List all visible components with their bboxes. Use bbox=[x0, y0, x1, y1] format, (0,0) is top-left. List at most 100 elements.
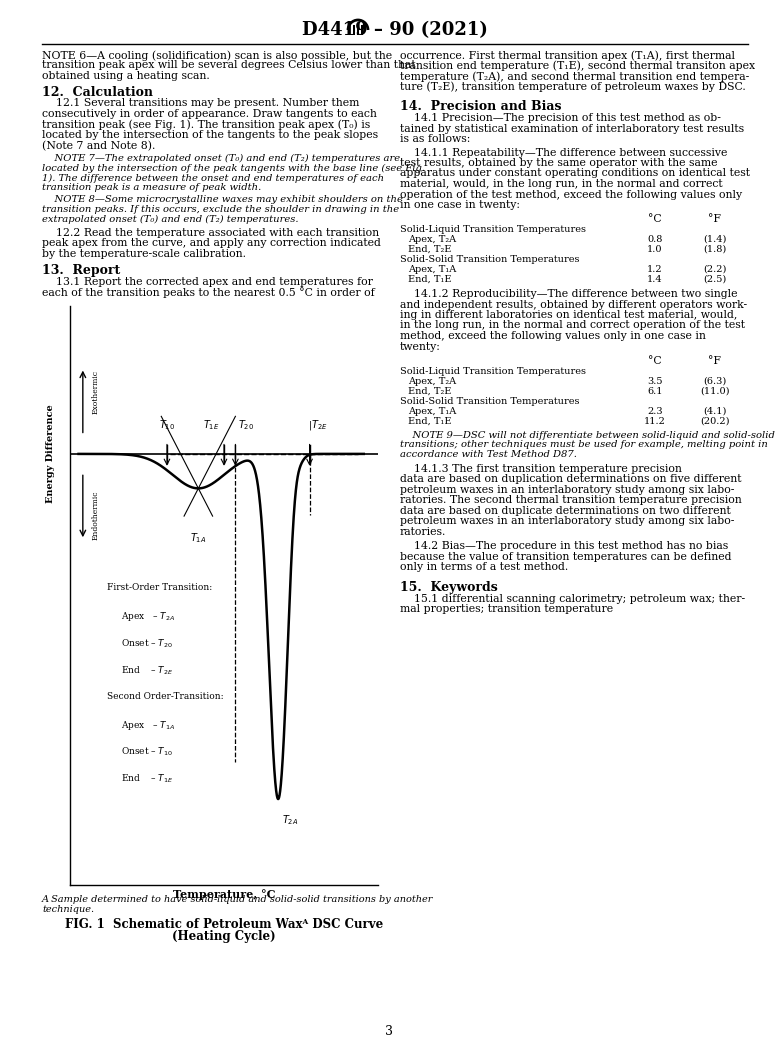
Text: 0.8: 0.8 bbox=[647, 235, 663, 244]
Text: $T_{10}$: $T_{10}$ bbox=[159, 417, 175, 432]
Text: End    – $T_{2E}$: End – $T_{2E}$ bbox=[121, 664, 173, 677]
Text: transition end temperature (T₁E), second thermal transiton apex: transition end temperature (T₁E), second… bbox=[400, 60, 755, 71]
Text: each of the transition peaks to the nearest 0.5 °C in order of: each of the transition peaks to the near… bbox=[42, 287, 375, 299]
Text: in one case in twenty:: in one case in twenty: bbox=[400, 200, 520, 210]
Text: Endothermic: Endothermic bbox=[91, 490, 100, 540]
Text: $T_{20}$: $T_{20}$ bbox=[238, 417, 254, 432]
Bar bbox=[352, 25, 356, 35]
Text: petroleum waxes in an interlaboratory study among six labo-: petroleum waxes in an interlaboratory st… bbox=[400, 516, 734, 527]
Text: and independent results, obtained by different operators work-: and independent results, obtained by dif… bbox=[400, 300, 747, 309]
Text: NOTE 9—DSC will not differentiate between solid-liquid and solid-solid: NOTE 9—DSC will not differentiate betwee… bbox=[400, 431, 775, 439]
Text: (Heating Cycle): (Heating Cycle) bbox=[172, 930, 276, 943]
Text: 1.4: 1.4 bbox=[647, 275, 663, 284]
Text: 14.1.1 Repeatability—The difference between successive: 14.1.1 Repeatability—The difference betw… bbox=[400, 148, 727, 157]
Text: 14.2 Bias—The procedure in this test method has no bias: 14.2 Bias—The procedure in this test met… bbox=[400, 541, 728, 552]
Text: °C: °C bbox=[648, 356, 662, 366]
Text: °C: °C bbox=[648, 214, 662, 225]
Text: End, T₂E: End, T₂E bbox=[408, 245, 451, 254]
Text: ing in different laboratories on identical test material, would,: ing in different laboratories on identic… bbox=[400, 310, 738, 320]
Text: twenty:: twenty: bbox=[400, 341, 441, 352]
Text: technique.: technique. bbox=[42, 905, 94, 914]
Text: Apex, T₂A: Apex, T₂A bbox=[408, 377, 456, 385]
X-axis label: Temperature, °C: Temperature, °C bbox=[173, 889, 275, 900]
Text: 12.  Calculation: 12. Calculation bbox=[42, 85, 153, 99]
Text: transitions; other techniques must be used for example, melting point in: transitions; other techniques must be us… bbox=[400, 440, 768, 450]
Text: in the long run, in the normal and correct operation of the test: in the long run, in the normal and corre… bbox=[400, 321, 745, 330]
Text: Second Order-Transition:: Second Order-Transition: bbox=[107, 691, 224, 701]
Text: 15.  Keywords: 15. Keywords bbox=[400, 581, 498, 594]
Text: 1). The difference between the onset and end temperatures of each: 1). The difference between the onset and… bbox=[42, 174, 384, 183]
Text: only in terms of a test method.: only in terms of a test method. bbox=[400, 562, 568, 573]
Text: Onset – $T_{10}$: Onset – $T_{10}$ bbox=[121, 745, 173, 758]
Text: (1.4): (1.4) bbox=[703, 235, 727, 244]
Text: |$T_{2E}$: |$T_{2E}$ bbox=[308, 417, 328, 432]
Text: °F: °F bbox=[709, 356, 721, 366]
Text: (20.2): (20.2) bbox=[700, 416, 730, 426]
Text: 14.1.3 The first transition temperature precision: 14.1.3 The first transition temperature … bbox=[400, 464, 682, 474]
Text: First-Order Transition:: First-Order Transition: bbox=[107, 583, 212, 592]
Text: located by the intersection of the peak tangents with the base line (see Fig.: located by the intersection of the peak … bbox=[42, 163, 425, 173]
Text: by the temperature-scale calibration.: by the temperature-scale calibration. bbox=[42, 249, 246, 258]
Text: 14.  Precision and Bias: 14. Precision and Bias bbox=[400, 100, 562, 113]
Text: 3: 3 bbox=[385, 1025, 393, 1038]
Text: (2.2): (2.2) bbox=[703, 265, 727, 274]
Text: operation of the test method, exceed the following values only: operation of the test method, exceed the… bbox=[400, 189, 742, 200]
Text: located by the intersection of the tangents to the peak slopes: located by the intersection of the tange… bbox=[42, 130, 378, 139]
Text: test results, obtained by the same operator with the same: test results, obtained by the same opera… bbox=[400, 158, 717, 168]
Text: (11.0): (11.0) bbox=[700, 386, 730, 396]
Text: obtained using a heating scan.: obtained using a heating scan. bbox=[42, 71, 210, 81]
Text: Apex, T₁A: Apex, T₁A bbox=[408, 265, 456, 274]
Text: Exothermic: Exothermic bbox=[91, 371, 100, 414]
Text: $T_{1E}$: $T_{1E}$ bbox=[203, 417, 219, 432]
Text: (1.8): (1.8) bbox=[703, 245, 727, 254]
Text: is as follows:: is as follows: bbox=[400, 134, 471, 144]
Text: ratories.: ratories. bbox=[400, 527, 447, 537]
Text: Energy Difference: Energy Difference bbox=[46, 405, 54, 503]
Bar bbox=[357, 25, 359, 35]
Text: 1.2: 1.2 bbox=[647, 265, 663, 274]
Text: A Sample determined to have solid-liquid and solid-solid transitions by another: A Sample determined to have solid-liquid… bbox=[42, 895, 433, 904]
Text: Solid-Solid Transition Temperatures: Solid-Solid Transition Temperatures bbox=[400, 397, 580, 406]
Text: method, exceed the following values only in one case in: method, exceed the following values only… bbox=[400, 331, 706, 341]
Text: 15.1 differential scanning calorimetry; petroleum wax; ther-: 15.1 differential scanning calorimetry; … bbox=[400, 594, 745, 604]
Text: extrapolated onset (T₀) and end (T₂) temperatures.: extrapolated onset (T₀) and end (T₂) tem… bbox=[42, 214, 299, 224]
Text: 12.1 Several transitions may be present. Number them: 12.1 Several transitions may be present.… bbox=[42, 99, 359, 108]
Text: transition peaks. If this occurs, exclude the shoulder in drawing in the: transition peaks. If this occurs, exclud… bbox=[42, 205, 399, 214]
Text: 13.  Report: 13. Report bbox=[42, 264, 121, 277]
Text: apparatus under constant operating conditions on identical test: apparatus under constant operating condi… bbox=[400, 169, 750, 178]
Bar bbox=[361, 25, 363, 35]
Text: End, T₁E: End, T₁E bbox=[408, 416, 451, 426]
Text: $T_{2A}$: $T_{2A}$ bbox=[282, 814, 299, 828]
Text: mal properties; transition temperature: mal properties; transition temperature bbox=[400, 605, 613, 614]
Text: transition peak is a measure of peak width.: transition peak is a measure of peak wid… bbox=[42, 183, 261, 193]
Text: 14.1 Precision—The precision of this test method as ob-: 14.1 Precision—The precision of this tes… bbox=[400, 113, 721, 123]
Text: Onset – $T_{20}$: Onset – $T_{20}$ bbox=[121, 637, 173, 650]
Text: End, T₂E: End, T₂E bbox=[408, 386, 451, 396]
Text: temperature (T₂A), and second thermal transition end tempera-: temperature (T₂A), and second thermal tr… bbox=[400, 71, 749, 81]
Text: Solid-Liquid Transition Temperatures: Solid-Liquid Transition Temperatures bbox=[400, 225, 586, 234]
Text: occurrence. First thermal transition apex (T₁A), first thermal: occurrence. First thermal transition ape… bbox=[400, 50, 735, 60]
Text: transition peak apex will be several degrees Celsius lower than that: transition peak apex will be several deg… bbox=[42, 60, 415, 71]
Text: accordance with Test Method D87.: accordance with Test Method D87. bbox=[400, 450, 576, 459]
Text: data are based on duplication determinations on five different: data are based on duplication determinat… bbox=[400, 475, 741, 484]
Text: transition peak (see Fig. 1). The transition peak apex (T₀) is: transition peak (see Fig. 1). The transi… bbox=[42, 120, 370, 130]
Text: 6.1: 6.1 bbox=[647, 386, 663, 396]
Text: 2.3: 2.3 bbox=[647, 406, 663, 415]
Text: ture (T₂E), transition temperature of petroleum waxes by DSC.: ture (T₂E), transition temperature of pe… bbox=[400, 81, 746, 92]
Text: End    – $T_{1E}$: End – $T_{1E}$ bbox=[121, 772, 173, 785]
Text: 11.2: 11.2 bbox=[644, 416, 666, 426]
Text: 3.5: 3.5 bbox=[647, 377, 663, 385]
Text: (6.3): (6.3) bbox=[703, 377, 727, 385]
Text: peak apex from the curve, and apply any correction indicated: peak apex from the curve, and apply any … bbox=[42, 238, 381, 248]
Text: 14.1.2 Reproducibility—The difference between two single: 14.1.2 Reproducibility—The difference be… bbox=[400, 289, 738, 299]
Text: (4.1): (4.1) bbox=[703, 406, 727, 415]
Text: (2.5): (2.5) bbox=[703, 275, 727, 284]
Text: NOTE 7—The extrapolated onset (T₀) and end (T₂) temperatures are: NOTE 7—The extrapolated onset (T₀) and e… bbox=[42, 154, 400, 163]
Text: petroleum waxes in an interlaboratory study among six labo-: petroleum waxes in an interlaboratory st… bbox=[400, 485, 734, 494]
Text: Solid-Liquid Transition Temperatures: Solid-Liquid Transition Temperatures bbox=[400, 366, 586, 376]
Text: ratories. The second thermal transition temperature precision: ratories. The second thermal transition … bbox=[400, 496, 741, 505]
Text: Solid-Solid Transition Temperatures: Solid-Solid Transition Temperatures bbox=[400, 255, 580, 264]
Text: 12.2 Read the temperature associated with each transition: 12.2 Read the temperature associated wit… bbox=[42, 228, 379, 237]
Text: Apex, T₁A: Apex, T₁A bbox=[408, 406, 456, 415]
Text: tained by statistical examination of interlaboratory test results: tained by statistical examination of int… bbox=[400, 124, 744, 133]
